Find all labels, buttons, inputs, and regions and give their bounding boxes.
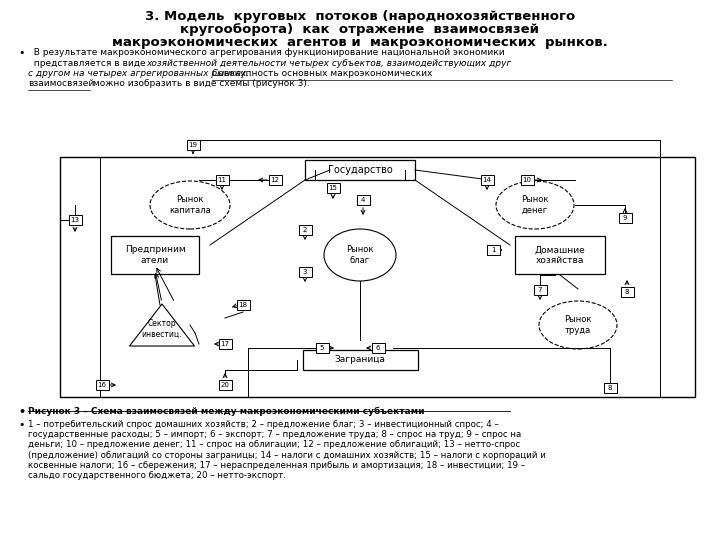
Text: 8: 8	[625, 289, 629, 295]
Text: Совокупность основных макроэкономических: Совокупность основных макроэкономических	[212, 69, 433, 78]
FancyBboxPatch shape	[326, 183, 340, 193]
FancyBboxPatch shape	[60, 157, 695, 397]
FancyBboxPatch shape	[521, 175, 534, 185]
Polygon shape	[130, 304, 194, 346]
FancyBboxPatch shape	[515, 236, 605, 274]
Text: 14: 14	[482, 177, 492, 183]
Text: с другом на четырех агрегированных рынках.: с другом на четырех агрегированных рынка…	[28, 69, 252, 78]
Text: 3. Модель  круговых  потоков (народнохозяйственного: 3. Модель круговых потоков (народнохозяй…	[145, 10, 575, 23]
Text: косвенные налоги; 16 – сбережения; 17 – нераспределенная прибыль и амортизация; : косвенные налоги; 16 – сбережения; 17 – …	[28, 461, 525, 470]
Text: •: •	[18, 407, 25, 417]
Ellipse shape	[539, 301, 617, 349]
Text: Рынок
благ: Рынок благ	[346, 245, 374, 265]
Text: 1 – потребительский спрос домашних хозяйств; 2 – предложение благ; 3 – инвестици: 1 – потребительский спрос домашних хозяй…	[28, 420, 499, 429]
FancyBboxPatch shape	[621, 287, 634, 297]
Text: макроэкономических  агентов и  макроэкономических  рынков.: макроэкономических агентов и макроэконом…	[112, 36, 608, 49]
FancyBboxPatch shape	[480, 175, 493, 185]
FancyBboxPatch shape	[534, 285, 546, 295]
FancyBboxPatch shape	[302, 350, 418, 370]
Text: Домашние
хозяйства: Домашние хозяйства	[535, 245, 585, 265]
Text: (предложение) облигаций со стороны заграницы; 14 – налоги с домашних хозяйств; 1: (предложение) облигаций со стороны загра…	[28, 450, 546, 460]
FancyBboxPatch shape	[356, 195, 369, 205]
Text: 8: 8	[608, 385, 612, 391]
Text: •: •	[18, 48, 24, 58]
Text: 12: 12	[271, 177, 279, 183]
Text: В результате макроэкономического агрегирования функционирование национальной эко: В результате макроэкономического агрегир…	[28, 48, 505, 57]
Text: 18: 18	[238, 302, 248, 308]
Text: 3: 3	[302, 269, 307, 275]
Text: государственные расходы; 5 – импорт; 6 – экспорт; 7 – предложение труда; 8 – спр: государственные расходы; 5 – импорт; 6 –…	[28, 430, 521, 439]
Text: •: •	[18, 420, 24, 430]
Text: кругооборота)  как  отражение  взаимосвязей: кругооборота) как отражение взаимосвязей	[181, 23, 539, 36]
FancyBboxPatch shape	[236, 300, 250, 310]
FancyBboxPatch shape	[487, 245, 500, 255]
Text: 4: 4	[361, 197, 365, 203]
Text: взаимосвязей: взаимосвязей	[28, 79, 94, 89]
Text: 13: 13	[71, 217, 79, 223]
Text: Рынок
труда: Рынок труда	[564, 315, 592, 335]
Text: 2: 2	[303, 227, 307, 233]
Text: 7: 7	[538, 287, 542, 293]
Ellipse shape	[496, 181, 574, 229]
Text: Государство: Государство	[328, 165, 392, 175]
Text: Сектор
инвестиц.: Сектор инвестиц.	[142, 319, 182, 339]
FancyBboxPatch shape	[618, 213, 631, 223]
Text: деньги; 10 – предложение денег; 11 – спрос на облигации; 12 – предложение облига: деньги; 10 – предложение денег; 11 – спр…	[28, 441, 520, 449]
Text: 1: 1	[491, 247, 495, 253]
Text: 17: 17	[220, 341, 230, 347]
Text: 15: 15	[328, 185, 338, 191]
Text: Предприним
атели: Предприним атели	[125, 245, 185, 265]
Text: 9: 9	[623, 215, 627, 221]
Text: 5: 5	[320, 345, 324, 351]
Text: Рынок
денег: Рынок денег	[521, 195, 549, 215]
FancyBboxPatch shape	[372, 343, 384, 353]
Text: можно изобразить в виде схемы (рисунок 3).: можно изобразить в виде схемы (рисунок 3…	[90, 79, 310, 89]
FancyBboxPatch shape	[218, 339, 232, 349]
Text: 11: 11	[217, 177, 227, 183]
FancyBboxPatch shape	[299, 267, 312, 277]
Text: 16: 16	[97, 382, 107, 388]
FancyBboxPatch shape	[269, 175, 282, 185]
Text: представляется в виде: представляется в виде	[28, 58, 148, 68]
FancyBboxPatch shape	[186, 140, 199, 150]
Text: 6: 6	[376, 345, 380, 351]
Text: хозяйственной деятельности четырех субъектов, взаимодействующих друг: хозяйственной деятельности четырех субъе…	[146, 58, 511, 68]
Text: Заграница: Заграница	[335, 355, 385, 364]
FancyBboxPatch shape	[96, 380, 109, 390]
FancyBboxPatch shape	[305, 160, 415, 180]
Text: 10: 10	[523, 177, 531, 183]
FancyBboxPatch shape	[68, 215, 81, 225]
Text: Рисунок 3 – Схема взаимосвязей между макроэкономическими субъектами: Рисунок 3 – Схема взаимосвязей между мак…	[28, 407, 425, 416]
FancyBboxPatch shape	[299, 225, 312, 235]
Ellipse shape	[324, 229, 396, 281]
Text: 19: 19	[189, 142, 197, 148]
FancyBboxPatch shape	[218, 380, 232, 390]
FancyBboxPatch shape	[111, 236, 199, 274]
Text: 20: 20	[220, 382, 230, 388]
Ellipse shape	[150, 181, 230, 229]
FancyBboxPatch shape	[215, 175, 228, 185]
FancyBboxPatch shape	[603, 383, 616, 393]
Text: Рынок
капитала: Рынок капитала	[169, 195, 211, 215]
Text: сальдо государственного бюджета; 20 – нетто-экспорт.: сальдо государственного бюджета; 20 – не…	[28, 471, 286, 480]
FancyBboxPatch shape	[315, 343, 328, 353]
